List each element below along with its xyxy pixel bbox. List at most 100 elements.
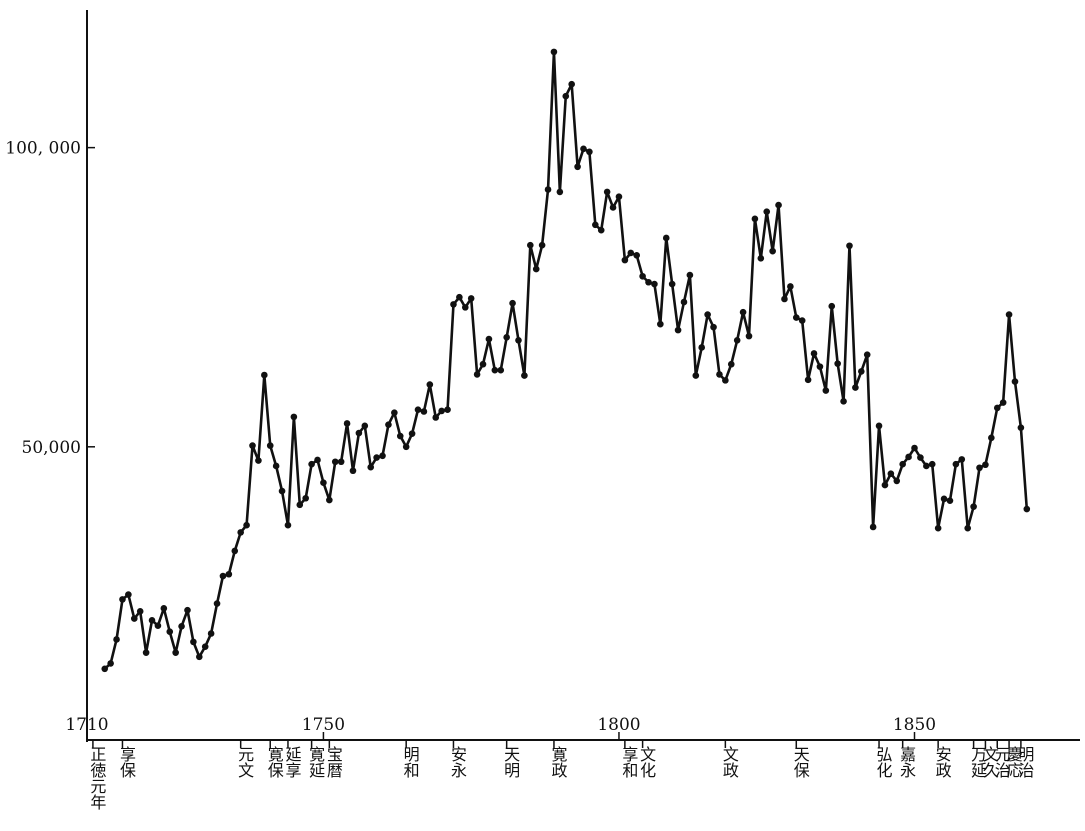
y-tick-label: 50,000 bbox=[22, 438, 81, 458]
data-point bbox=[467, 295, 475, 302]
era-label: 文政 bbox=[720, 746, 739, 778]
data-point bbox=[597, 226, 605, 234]
data-point bbox=[373, 454, 380, 461]
era-label: 寛保 bbox=[265, 746, 284, 778]
data-point bbox=[627, 249, 635, 257]
data-point bbox=[1023, 505, 1031, 513]
data-point bbox=[396, 432, 404, 440]
data-point bbox=[739, 308, 747, 316]
data-point bbox=[822, 387, 830, 394]
data-point bbox=[863, 351, 871, 358]
data-point bbox=[727, 360, 735, 368]
data-point bbox=[875, 422, 883, 430]
data-point bbox=[905, 453, 912, 461]
era-label: 元文 bbox=[235, 746, 254, 778]
data-point bbox=[148, 617, 156, 624]
data-point bbox=[1005, 311, 1013, 318]
data-point bbox=[958, 456, 966, 463]
data-point bbox=[686, 271, 694, 279]
data-point bbox=[580, 145, 587, 153]
data-point bbox=[609, 204, 617, 211]
data-point bbox=[934, 524, 942, 532]
data-point bbox=[385, 421, 392, 428]
era-label: 安永 bbox=[448, 746, 467, 778]
data-point bbox=[142, 649, 150, 656]
data-point bbox=[207, 630, 215, 637]
data-point bbox=[538, 241, 546, 249]
era-label: 文久 bbox=[980, 746, 999, 778]
data-point bbox=[940, 495, 948, 503]
data-point bbox=[497, 366, 505, 374]
data-point bbox=[769, 247, 776, 255]
data-point bbox=[988, 434, 995, 442]
data-point bbox=[781, 295, 788, 303]
data-point bbox=[757, 255, 765, 262]
data-point bbox=[911, 444, 918, 452]
data-point bbox=[893, 477, 901, 485]
data-point bbox=[722, 377, 729, 384]
era-label: 天明 bbox=[501, 746, 520, 779]
data-point bbox=[869, 523, 877, 531]
era-label: 享和 bbox=[619, 746, 638, 778]
data-point bbox=[603, 188, 611, 196]
data-point bbox=[255, 457, 262, 464]
era-label: 宝暦 bbox=[324, 746, 343, 778]
data-point bbox=[1011, 378, 1019, 385]
data-point bbox=[326, 496, 333, 504]
data-point bbox=[840, 398, 847, 405]
data-point bbox=[810, 350, 818, 357]
era-label: 延享 bbox=[282, 746, 301, 778]
data-point bbox=[976, 464, 983, 472]
data-point bbox=[444, 406, 451, 414]
data-point bbox=[196, 653, 203, 661]
data-point bbox=[745, 332, 753, 340]
data-point bbox=[562, 92, 570, 100]
data-point bbox=[775, 201, 782, 209]
data-point bbox=[899, 460, 906, 468]
data-point bbox=[858, 368, 865, 375]
data-point bbox=[556, 188, 564, 196]
data-point bbox=[296, 501, 304, 509]
data-point bbox=[544, 186, 552, 193]
data-point bbox=[136, 608, 144, 615]
data-point bbox=[816, 363, 824, 370]
data-point bbox=[130, 615, 138, 622]
data-point bbox=[479, 360, 487, 368]
data-point bbox=[532, 265, 540, 273]
data-point bbox=[692, 372, 700, 379]
data-point bbox=[645, 278, 652, 286]
data-point bbox=[308, 460, 315, 468]
data-point bbox=[302, 494, 309, 502]
data-point bbox=[521, 372, 528, 379]
data-point bbox=[733, 336, 741, 344]
data-point bbox=[887, 470, 895, 478]
data-point bbox=[485, 335, 493, 343]
x-tick-label: 1800 bbox=[597, 715, 640, 735]
data-point bbox=[426, 381, 434, 388]
data-point bbox=[379, 452, 386, 460]
data-point bbox=[113, 636, 120, 643]
data-point bbox=[928, 460, 936, 468]
data-point bbox=[361, 422, 369, 430]
era-label: 元治 bbox=[992, 746, 1011, 778]
data-point bbox=[473, 371, 481, 378]
data-point bbox=[231, 547, 239, 555]
data-point bbox=[355, 429, 363, 437]
data-point bbox=[716, 371, 723, 378]
data-point bbox=[680, 298, 688, 306]
data-point bbox=[999, 399, 1007, 406]
era-label: 慶応 bbox=[1004, 746, 1023, 778]
data-point bbox=[219, 572, 227, 580]
data-point bbox=[881, 481, 889, 489]
data-point bbox=[408, 430, 416, 437]
data-point bbox=[763, 208, 771, 215]
data-point bbox=[249, 442, 256, 449]
data-point bbox=[639, 272, 646, 280]
era-label: 弘化 bbox=[874, 746, 893, 778]
data-point bbox=[704, 311, 711, 318]
data-point bbox=[550, 48, 558, 56]
era-label: 嘉永 bbox=[897, 746, 916, 778]
x-tick-label: 1750 bbox=[302, 715, 345, 735]
data-point bbox=[184, 606, 191, 614]
data-point bbox=[586, 148, 593, 156]
